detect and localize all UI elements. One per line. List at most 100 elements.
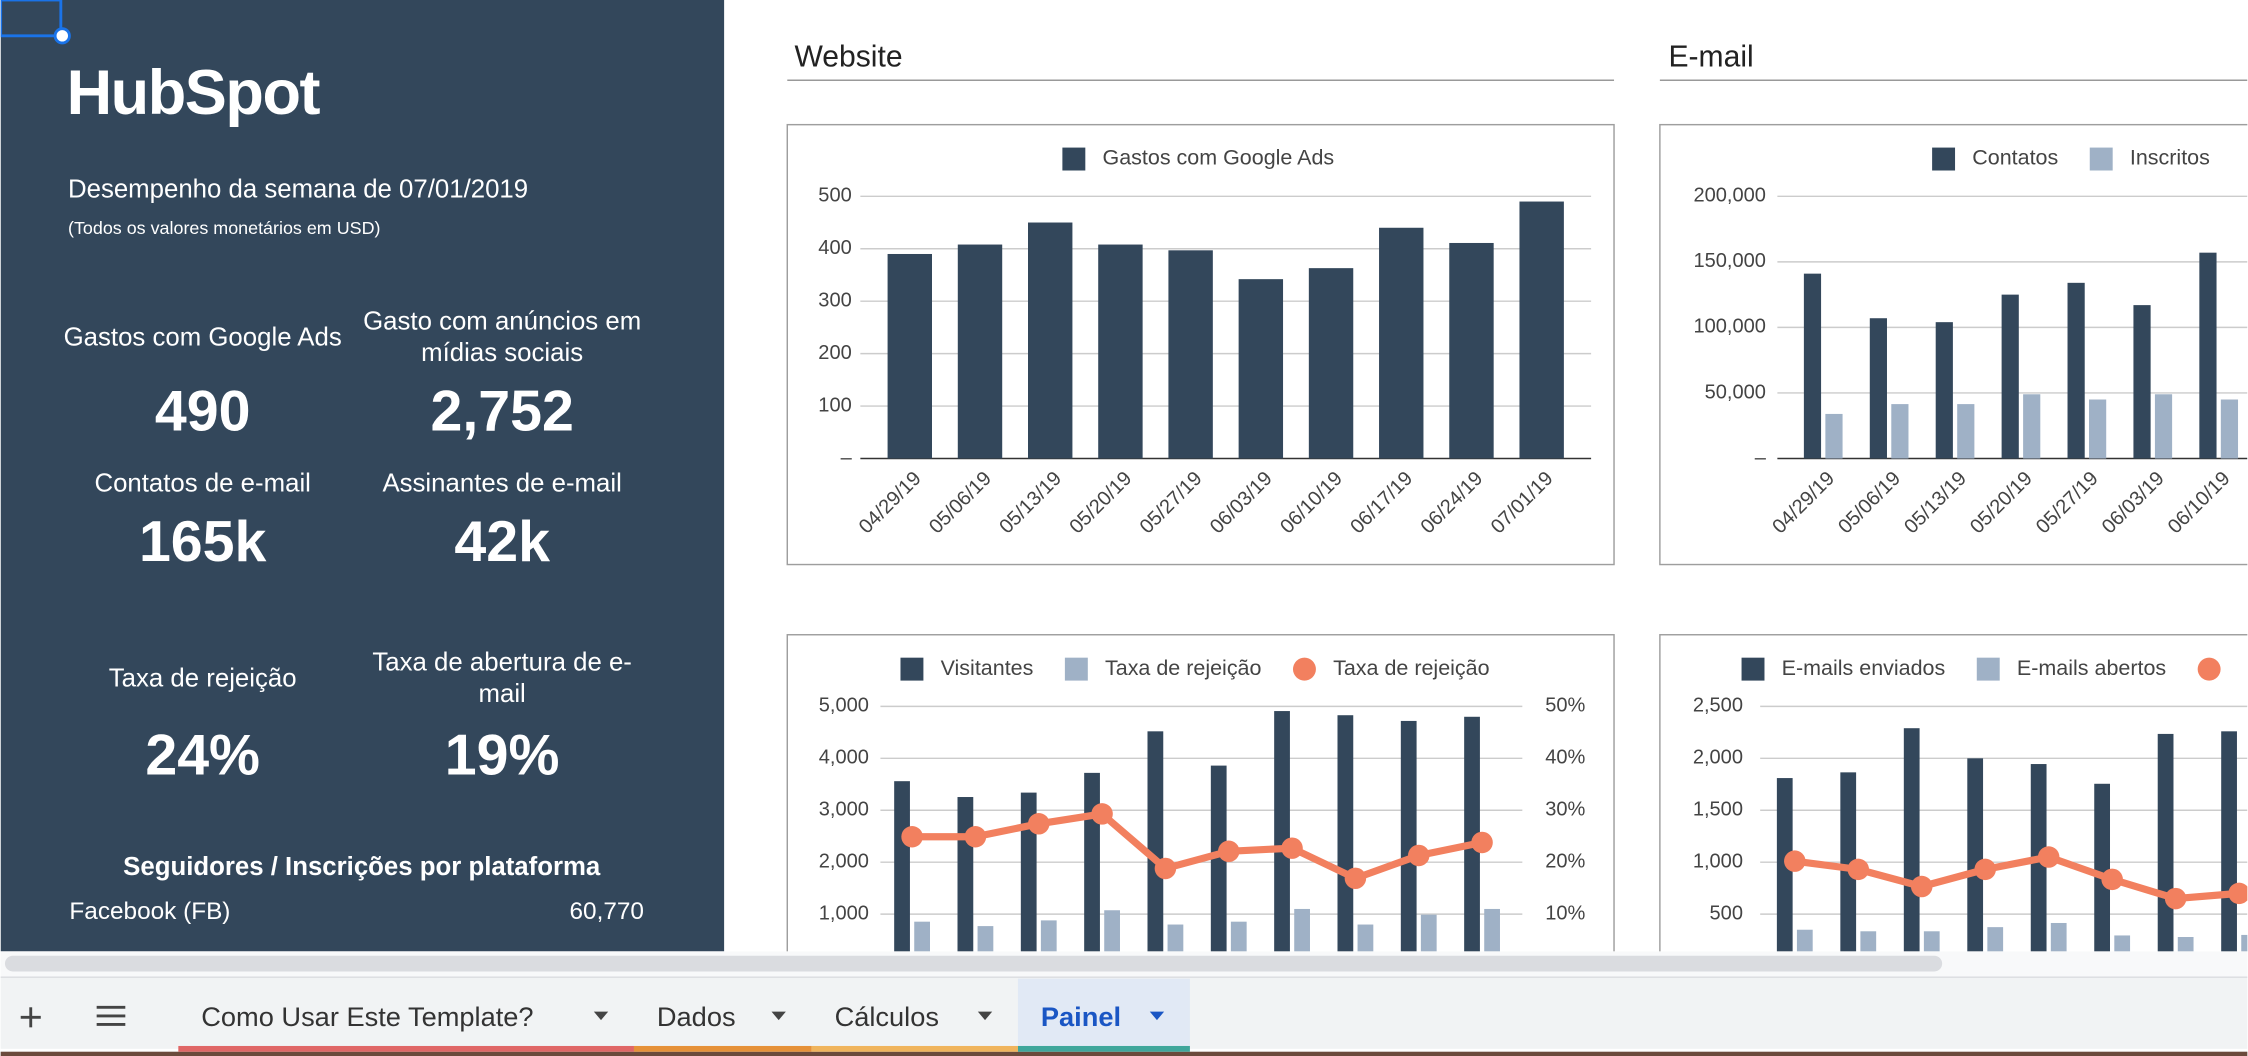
line-point: [2037, 846, 2060, 868]
line-point: [1028, 813, 1050, 835]
legend-label: Gastos com Google Ads: [1103, 146, 1335, 170]
tab-menu-arrow[interactable]: [1149, 1011, 1165, 1021]
y-tick-label: 500: [1710, 902, 1743, 924]
kpi-value: 490: [155, 380, 251, 444]
platforms-title: Seguidores / Inscrições por plataforma: [123, 853, 601, 881]
cell-selection: [0, 0, 63, 38]
line-point: [1154, 857, 1177, 880]
y-tick-label: 200: [818, 342, 851, 364]
bar: [2177, 937, 2194, 952]
legend-label: Taxa de rejeição: [1105, 656, 1262, 680]
y2-tick-label: 20%: [1545, 851, 1585, 873]
y-tick-label: 500: [818, 185, 851, 207]
line-point: [1974, 858, 1996, 881]
bar: [2241, 934, 2248, 952]
y-tick-label: –: [1755, 447, 1767, 469]
bar: [2154, 394, 2173, 459]
bar: [1796, 929, 1813, 952]
bar: [1519, 201, 1564, 459]
line-point: [1344, 867, 1367, 890]
chart: – 50,000 100,000 150,000 200,000 Contatos Insc…: [1659, 123, 2248, 566]
kpi-label-box: Assinantes de e-mail: [382, 469, 621, 498]
dashboard: Website E-mail – 100 200 300 400 500 Gastos co…: [786, 41, 2248, 952]
all-sheets-button[interactable]: [96, 1005, 126, 1026]
bar: [2089, 399, 2107, 459]
legend-swatch: [1064, 657, 1088, 681]
legend-label: Visitantes: [941, 656, 1034, 680]
bar: [957, 797, 974, 952]
sheet-tab[interactable]: Painel: [1017, 978, 1190, 1052]
bar: [2220, 399, 2239, 459]
add-sheet-button[interactable]: [20, 1007, 41, 1028]
scrollbar: [0, 951, 2248, 978]
sheet-tab[interactable]: Como Usar Este Template?: [178, 1001, 634, 1052]
bar: [1274, 711, 1290, 952]
selection-handle[interactable]: [53, 27, 71, 45]
bar: [1935, 322, 1953, 459]
bar: [1147, 731, 1164, 952]
y2-tick-label: 30%: [1545, 799, 1585, 821]
tab-bar: Como Usar Este Template? Dados Cálculos Pai…: [0, 976, 2248, 1056]
sheet-tab[interactable]: Cálculos: [811, 1001, 1018, 1052]
tab-label: Cálculos: [835, 1001, 939, 1032]
bar: [2133, 305, 2151, 459]
y-tick-label: 100,000: [1693, 316, 1765, 338]
legend-marker: [2197, 657, 2221, 681]
tab-menu-arrow[interactable]: [593, 1011, 609, 1021]
bar: [1400, 720, 1417, 952]
bar: [2050, 922, 2067, 952]
tab-color: [178, 1045, 634, 1052]
sheet-tab[interactable]: Dados: [633, 1001, 812, 1052]
y-tick-label: 5,000: [819, 695, 869, 717]
bar: [1803, 273, 1822, 459]
bar: [977, 926, 994, 952]
tab-label: Dados: [657, 1001, 736, 1032]
kpi-value: 2,752: [430, 380, 573, 444]
bar: [1464, 716, 1480, 952]
bar: [1891, 404, 1909, 459]
legend-swatch: [2089, 147, 2113, 171]
line: [912, 810, 1483, 882]
line-point: [1847, 858, 1870, 881]
tab-color: [811, 1045, 1018, 1052]
bar: [2001, 294, 2019, 459]
bar: [2067, 282, 2085, 459]
kpi-value: 19%: [445, 724, 560, 788]
y-tick-label: 200,000: [1693, 185, 1765, 207]
y-tick-label: 1,500: [1693, 799, 1743, 821]
line-point: [1784, 850, 1806, 872]
line-point: [1471, 831, 1493, 854]
bar: [1449, 242, 1494, 459]
y-tick-label: 2,500: [1693, 695, 1743, 717]
tab-menu-arrow[interactable]: [977, 1011, 993, 1021]
legend-label: E-mails enviados: [1782, 656, 1946, 680]
bar: [2221, 731, 2237, 952]
bar: [1379, 227, 1424, 459]
kpi-label: Gastos com Google Ads: [63, 322, 342, 352]
y2-tick-label: 50%: [1545, 695, 1585, 717]
legend-swatch: [1741, 657, 1765, 681]
bar: [1210, 765, 1227, 952]
platform-value: 60,770: [570, 898, 644, 925]
scroll-thumb[interactable]: [4, 955, 1943, 972]
kpi-label-box: Gastos com Google Ads: [63, 322, 342, 352]
bar: [1230, 921, 1247, 952]
kpi-value: 42k: [454, 510, 550, 574]
bar: [1840, 772, 1857, 952]
chart: 500 1,000 1,500 2,000 2,500 E-mails enviados E…: [1659, 634, 2248, 952]
logo: HubSpot: [67, 58, 321, 128]
bar: [1167, 924, 1184, 952]
line-point: [2228, 882, 2248, 905]
line-point: [2164, 887, 2187, 910]
line-point: [1910, 875, 1933, 898]
y-tick-label: 1,000: [1693, 851, 1743, 873]
bar: [1967, 758, 1984, 952]
y2-tick-label: 40%: [1545, 747, 1585, 769]
tab-menu-arrow[interactable]: [771, 1011, 786, 1021]
y-tick-label: 2,000: [1693, 747, 1743, 769]
bar: [1484, 908, 1500, 952]
legend-label: Contatos: [1972, 146, 2058, 170]
legend-swatch: [1062, 147, 1086, 171]
